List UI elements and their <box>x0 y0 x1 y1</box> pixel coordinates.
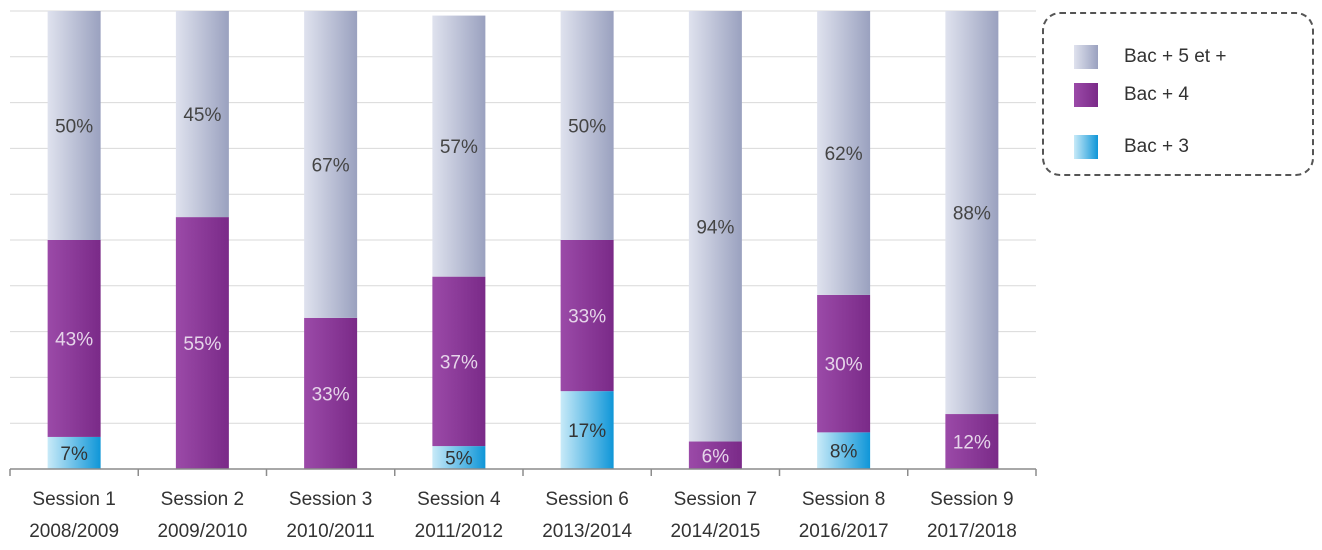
x-tick-label: 2014/2015 <box>670 521 760 542</box>
bar-segment-bac4 <box>47 240 101 437</box>
x-tick-label: Session 4 <box>417 489 501 510</box>
x-tick-label: 2010/2011 <box>286 521 374 542</box>
bar-segment-bac3 <box>432 446 486 469</box>
bar-segment-bac5 <box>432 15 486 277</box>
legend-label-bac3: Bac + 3 <box>1124 136 1189 157</box>
bar-segment-bac5 <box>945 11 999 415</box>
data-label-bac3: 17% <box>568 421 606 442</box>
bar-segment-bac4 <box>560 240 614 392</box>
bar-segment-bac4 <box>432 276 486 447</box>
legend-item-bac3: Bac + 3 <box>1074 132 1189 162</box>
bars-group <box>47 11 999 469</box>
legend-swatch-bac5 <box>1074 45 1098 69</box>
x-tick-label: 2017/2018 <box>927 521 1017 542</box>
data-label-bac5: 57% <box>440 137 478 158</box>
legend-swatch-bac4 <box>1074 83 1098 107</box>
bar-segment-bac4 <box>304 317 358 469</box>
x-tick-label: 2008/2009 <box>29 521 119 542</box>
data-label-bac3: 8% <box>830 442 858 463</box>
x-tick-label: Session 6 <box>545 489 628 510</box>
x-tick-label: 2016/2017 <box>799 521 889 542</box>
x-tick-label: 2011/2012 <box>415 521 503 542</box>
data-label-bac5: 88% <box>953 204 991 225</box>
data-label-bac5: 94% <box>696 217 734 238</box>
bar-segment-bac3 <box>817 432 871 469</box>
legend-item-bac4: Bac + 4 <box>1074 80 1189 110</box>
bar-segment-bac5 <box>688 11 742 442</box>
bar-segment-bac4 <box>175 217 229 469</box>
data-label-bac4: 33% <box>312 384 350 405</box>
x-tick-label: 2009/2010 <box>157 521 247 542</box>
data-label-bac4: 37% <box>440 352 478 373</box>
data-label-bac3: 5% <box>445 449 473 470</box>
data-label-bac5: 67% <box>312 155 350 176</box>
data-label-bac3: 7% <box>60 444 88 465</box>
x-tick-label: 2013/2014 <box>542 521 632 542</box>
legend-swatch-bac3 <box>1074 135 1098 159</box>
x-tick-label: Session 8 <box>802 489 885 510</box>
data-labels-group: 7% 43% 50% 55% 45% 33% 67% 5% 37% 57% 17% 33% 50% 6% 9… <box>55 105 991 470</box>
data-label-bac5: 62% <box>825 144 863 165</box>
bar-segment-bac3 <box>47 436 101 469</box>
x-tick-label: Session 7 <box>674 489 757 510</box>
x-axis: Session 1 2008/2009 Session 2 2009/2010 Sess… <box>9 468 1037 542</box>
bar-segment-bac4 <box>688 441 742 469</box>
data-label-bac4: 30% <box>825 355 863 376</box>
data-label-bac5: 45% <box>183 105 221 126</box>
x-tick-label: Session 1 <box>32 489 115 510</box>
bar-segment-bac5 <box>817 11 871 295</box>
data-label-bac4: 43% <box>55 329 93 350</box>
x-tick-label: Session 2 <box>161 489 244 510</box>
data-label-bac4: 6% <box>702 446 730 467</box>
x-tick-label: Session 3 <box>289 489 372 510</box>
bar-segment-bac4 <box>945 414 999 469</box>
bar-segment-bac4 <box>817 294 871 433</box>
bar-segment-bac3 <box>560 391 614 469</box>
legend-label-bac4: Bac + 4 <box>1124 84 1189 105</box>
legend-item-bac5: Bac + 5 et + <box>1074 42 1226 72</box>
x-tick-label: Session 9 <box>930 489 1013 510</box>
legend: Bac + 5 et + Bac + 4 Bac + 3 <box>1042 12 1314 176</box>
bar-segment-bac5 <box>304 11 358 318</box>
data-label-bac5: 50% <box>568 117 606 138</box>
data-label-bac5: 50% <box>55 117 93 138</box>
legend-label-bac5: Bac + 5 et + <box>1124 46 1227 67</box>
gridlines <box>10 10 1036 470</box>
bar-segment-bac5 <box>175 11 229 218</box>
data-label-bac4: 12% <box>953 433 991 454</box>
data-label-bac4: 33% <box>568 307 606 328</box>
bar-segment-bac5 <box>47 11 101 240</box>
data-label-bac4: 55% <box>183 334 221 355</box>
bar-segment-bac5 <box>560 11 614 240</box>
